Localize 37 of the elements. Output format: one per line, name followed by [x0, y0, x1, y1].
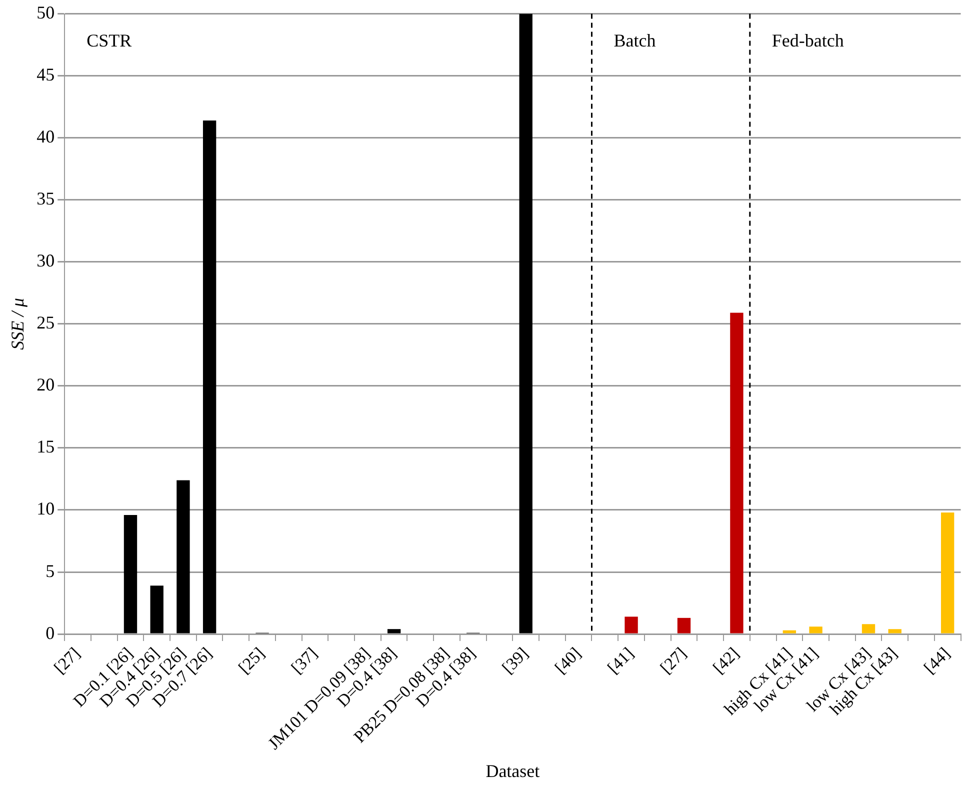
- bar: [677, 618, 691, 634]
- bar: [730, 312, 744, 634]
- y-tick-label: 30: [36, 250, 55, 271]
- bar: [862, 624, 876, 634]
- bar: [202, 120, 216, 634]
- y-tick-label: 0: [46, 622, 55, 643]
- bar: [624, 616, 638, 634]
- bar: [124, 514, 138, 634]
- y-tick-label: 5: [46, 560, 55, 581]
- x-tick-label: [40]: [551, 644, 585, 678]
- y-tick-label: 40: [36, 126, 55, 147]
- y-tick-label: 25: [36, 312, 55, 333]
- y-tick-label: 10: [36, 498, 55, 519]
- bar: [519, 14, 532, 634]
- x-axis-title: Dataset: [486, 760, 540, 781]
- annotation: Batch: [614, 30, 656, 51]
- bar: [150, 586, 164, 634]
- y-tick-label: 50: [36, 2, 55, 23]
- bar: [940, 512, 954, 634]
- y-tick-label: 20: [36, 374, 55, 395]
- bar: [176, 480, 190, 634]
- bar: [888, 629, 902, 634]
- x-tick-label: [44]: [920, 644, 954, 678]
- y-axis-title: SSE / μ: [8, 298, 28, 350]
- bar: [782, 630, 796, 634]
- annotation: CSTR: [86, 30, 132, 51]
- x-tick-label: [25]: [234, 644, 268, 678]
- bar: [387, 629, 401, 634]
- x-tick-label: [27]: [656, 644, 690, 678]
- bar: [809, 626, 822, 634]
- annotation: Fed-batch: [772, 30, 844, 51]
- x-tick-label: [41]: [604, 644, 638, 678]
- y-tick-label: 35: [36, 188, 55, 209]
- x-tick-label: [42]: [709, 644, 743, 678]
- y-tick-label: 15: [36, 436, 55, 457]
- y-tick-label: 45: [36, 64, 55, 85]
- x-tick-label: [39]: [498, 644, 532, 678]
